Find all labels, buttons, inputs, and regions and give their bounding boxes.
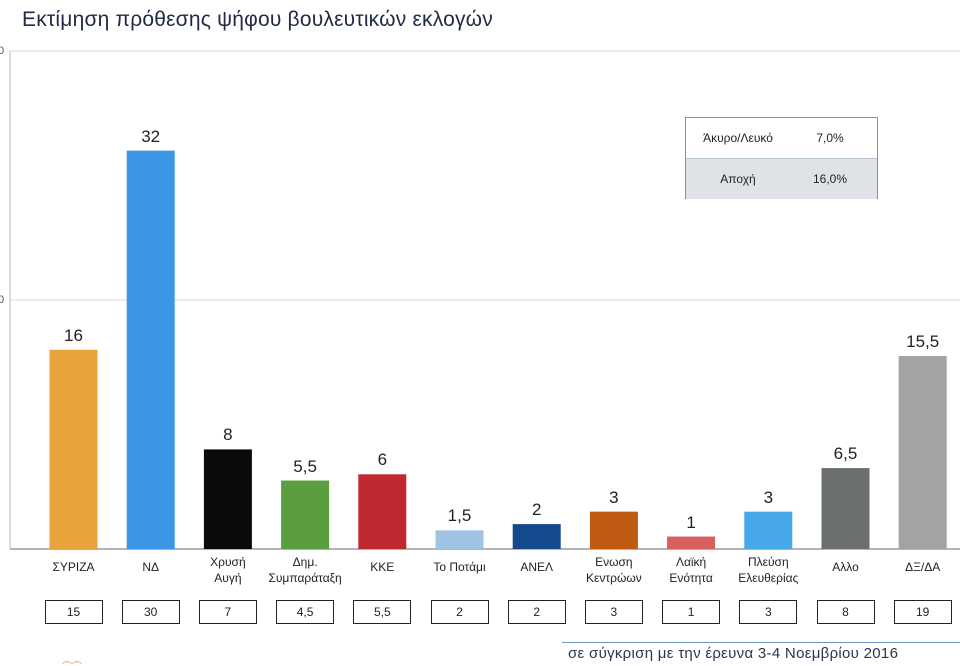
x-tick-label: Το Ποτάμι xyxy=(433,560,486,574)
info-label: Αποχή xyxy=(720,172,756,186)
info-label: Άκυρο/Λευκό xyxy=(703,131,773,145)
bar-value-label: 6,5 xyxy=(833,444,858,464)
bar xyxy=(358,474,407,549)
x-tick-label: ΚΚΕ xyxy=(370,560,395,574)
bar xyxy=(898,356,947,549)
bar-value-label: 1,5 xyxy=(447,506,472,526)
previous-value-box: 3 xyxy=(739,600,798,624)
info-value: 16,0% xyxy=(812,172,848,186)
bar xyxy=(821,468,870,549)
bar-value-label: 32 xyxy=(141,126,161,146)
previous-value-box: 3 xyxy=(584,600,643,624)
bar xyxy=(512,524,561,549)
bar-value-label: 6 xyxy=(377,450,388,470)
y-tick-label: 0 xyxy=(0,294,5,306)
x-tick-label: ΑΝΕΛ xyxy=(520,560,554,574)
previous-value-box: 1 xyxy=(662,600,721,624)
bar xyxy=(435,530,484,549)
bar xyxy=(49,349,98,549)
x-tick-label: ΣΥΡΙΖΑ xyxy=(52,560,95,574)
bar xyxy=(281,480,330,549)
previous-value-box: 30 xyxy=(121,600,180,624)
bar-value-label: 5,5 xyxy=(293,456,317,476)
previous-value-box: 5,5 xyxy=(353,600,412,624)
x-tick-label: ΔΞ/ΔΑ xyxy=(905,560,941,574)
bar-value-label: 3 xyxy=(763,487,774,507)
bar-value-label: 2 xyxy=(531,500,542,520)
y-tick-label: 0 xyxy=(0,45,5,57)
footnote-divider xyxy=(562,642,960,643)
info-table: Άκυρο/Λευκό 7,0% Αποχή 16,0% xyxy=(685,117,878,199)
logo-icon: ⌒⌒ xyxy=(62,658,98,666)
bar-value-label: 3 xyxy=(609,487,619,507)
info-row-abstention: Αποχή 16,0% xyxy=(686,158,877,199)
previous-value-box: 15 xyxy=(44,600,103,624)
bar-value-label: 16 xyxy=(64,325,83,345)
bar xyxy=(203,449,252,549)
x-tick-label: Πλεύση Ελευθερίας xyxy=(738,555,799,585)
x-tick-label: ΝΔ xyxy=(142,560,160,574)
previous-value-box: 2 xyxy=(507,600,566,624)
bar-value-label: 1 xyxy=(686,512,696,532)
bar xyxy=(744,511,793,549)
previous-value-box: 4,5 xyxy=(276,600,335,624)
x-tick-label: Λαϊκή Ενότητα xyxy=(669,555,713,585)
x-tick-label: Ενωση Κεντρώων xyxy=(586,555,642,585)
info-row-invalid: Άκυρο/Λευκό 7,0% xyxy=(686,118,877,158)
x-tick-label: Αλλο xyxy=(832,560,859,574)
previous-value-box: 2 xyxy=(430,600,489,624)
previous-value-box: 19 xyxy=(893,600,952,624)
bar-chart xyxy=(9,50,960,550)
previous-value-box: 7 xyxy=(198,600,257,624)
footnote: σε σύγκριση με την έρευνα 3-4 Νοεμβρίου … xyxy=(568,645,899,662)
bar xyxy=(589,511,638,549)
x-tick-label: Δημ. Συμπαράταξη xyxy=(268,555,342,585)
x-tick-label: Χρυσή Αυγή xyxy=(210,555,246,585)
bar-value-label: 15,5 xyxy=(906,332,940,352)
info-value: 7,0% xyxy=(816,131,844,145)
bar-value-label: 8 xyxy=(223,425,233,445)
bar xyxy=(126,150,175,549)
chart-title: Εκτίμηση πρόθεσης ψήφου βουλευτικών εκλο… xyxy=(22,8,493,31)
previous-value-box: 8 xyxy=(816,600,875,624)
bar xyxy=(667,536,716,549)
